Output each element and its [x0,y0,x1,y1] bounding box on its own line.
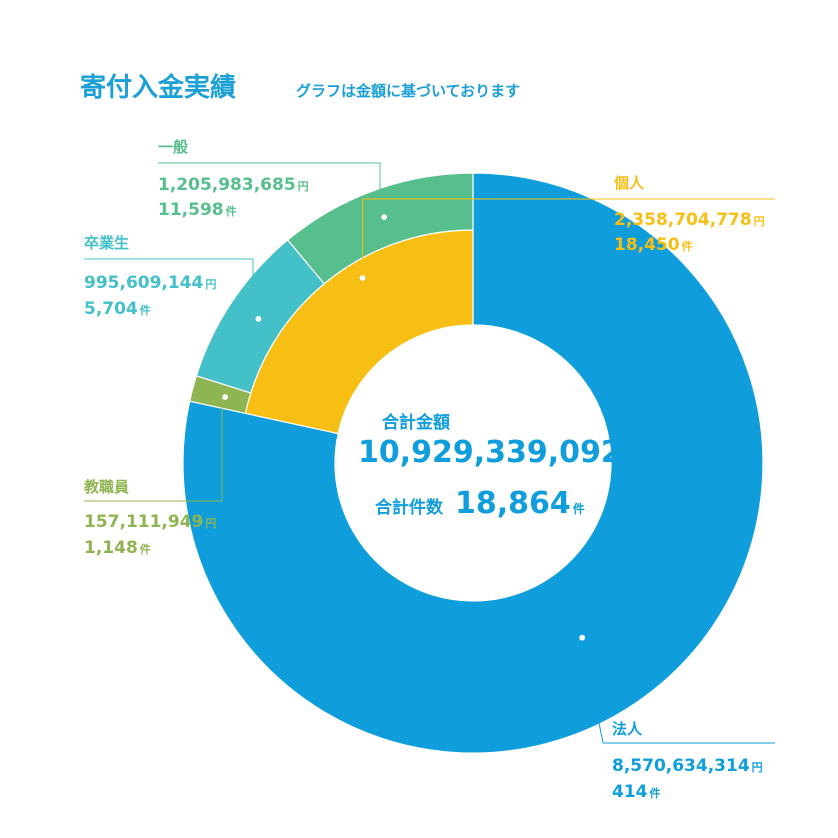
label-corporate-count: 414 件 [612,782,661,802]
label-staff-count: 1,148 件 [84,538,151,558]
label-graduate-amount-value: 995,609,144 [84,273,204,293]
label-graduate-count: 5,704 件 [84,299,151,319]
label-corporate-amount: 8,570,634,314 円 [612,756,763,776]
label-graduate-amount-unit: 円 [205,278,216,291]
leader-graduate [84,258,254,319]
slice-staff [188,375,252,415]
label-graduate-count-value: 5,704 [84,299,138,319]
label-corporate-count-value: 414 [612,782,648,802]
total-amount-unit: 円 [624,451,636,465]
slice-corporate [182,172,764,754]
label-corporate-amount-unit: 円 [752,761,763,774]
total-amount-value: 10,929,339,092 [358,435,622,470]
leader-dot-staff [221,392,230,402]
label-general-count-value: 11,598 [158,200,224,220]
chart-subtitle: グラフは金額に基づいております [296,82,520,100]
label-graduate-amount: 995,609,144 円 [84,273,216,293]
label-general-count: 11,598 件 [158,200,237,220]
label-individual-count-unit: 件 [682,239,693,253]
total-count-caption: 合計件数 [375,497,444,518]
label-staff-amount-unit: 円 [205,517,216,530]
leader-lines [84,162,775,744]
total-count-unit: 件 [573,501,585,516]
label-staff-name: 教職員 [83,478,129,496]
label-general: 一般 1,205,983,685 円 11,598 件 [158,138,309,220]
label-corporate-name: 法人 [612,720,643,738]
label-individual: 個人 2,358,704,778 円 18,450 件 [613,174,765,255]
label-general-name: 一般 [158,138,188,156]
leader-dot-general [380,212,389,222]
label-graduate-count-unit: 件 [140,303,151,317]
total-count-value: 18,864 [455,486,571,521]
label-individual-count-value: 18,450 [614,235,680,255]
label-general-amount-unit: 円 [298,180,309,193]
label-staff-amount-value: 157,111,949 [84,512,203,532]
total-amount-caption: 合計金額 [382,412,450,433]
leader-dot-corporate [578,633,587,642]
label-corporate-count-unit: 件 [650,786,661,800]
label-staff-amount: 157,111,949 円 [84,512,216,532]
total-count: 合計件数 18,864 件 [375,486,585,521]
label-corporate: 法人 8,570,634,314 円 414 件 [612,720,763,802]
label-staff-count-unit: 件 [140,542,151,556]
label-general-amount: 1,205,983,685 円 [158,175,309,195]
label-individual-count: 18,450 件 [614,235,693,255]
label-staff-count-value: 1,148 [84,538,138,558]
label-corporate-amount-value: 8,570,634,314 [612,756,750,776]
label-graduate-name: 卒業生 [84,234,129,252]
label-individual-amount-unit: 円 [754,215,765,228]
leader-dot-individual [358,273,367,283]
label-general-amount-value: 1,205,983,685 [158,175,296,195]
label-staff: 教職員 157,111,949 円 1,148 件 [83,478,216,558]
label-graduate: 卒業生 995,609,144 円 5,704 件 [84,234,216,319]
leader-individual [362,198,775,278]
leader-corporate [581,637,775,744]
center-totals: 合計金額 10,929,339,092 円 合計件数 18,864 件 [358,412,636,521]
label-individual-amount-value: 2,358,704,778 [614,210,752,230]
label-individual-amount: 2,358,704,778 円 [614,210,765,230]
slice-general [286,172,474,285]
total-amount: 10,929,339,092 円 [358,435,636,470]
chart-title: 寄付入金実績 [80,72,236,103]
label-individual-name: 個人 [613,174,645,192]
label-general-count-unit: 件 [226,204,237,218]
leader-dot-graduate [254,314,263,323]
